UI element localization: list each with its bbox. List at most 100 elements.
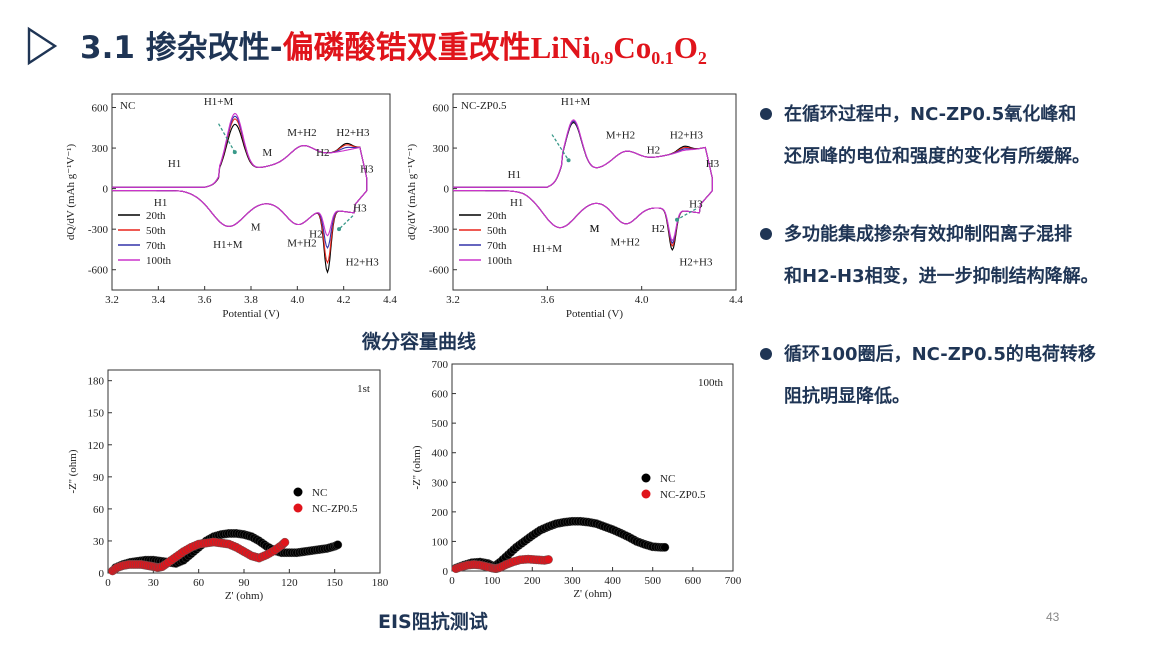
peak-annotation: M <box>590 223 600 235</box>
y-tick-label: 0 <box>99 568 105 580</box>
plot-frame <box>451 363 734 572</box>
eis-caption: EIS阻抗测试 <box>378 611 488 633</box>
bullet-dot-icon <box>760 228 772 240</box>
data-point-NC <box>660 542 670 552</box>
x-tick-label: 60 <box>193 577 205 589</box>
x-axis-label: Z' (ohm) <box>573 588 612 600</box>
x-tick-label: 0 <box>449 575 455 587</box>
x-axis-label: Potential (V) <box>222 308 279 320</box>
legend-label: 100th <box>146 255 172 267</box>
bullet-dot-icon <box>760 348 772 360</box>
bullet-item: 在循环过程中，NC-ZP0.5氧化峰和 还原峰的电位和强度的变化有所缓解。 <box>758 94 1143 178</box>
x-tick-label: 4.4 <box>383 294 397 306</box>
x-tick-label: 3.2 <box>105 294 119 306</box>
panel-label: 100th <box>698 377 724 389</box>
peak-annotation: H2 <box>647 144 660 156</box>
y-tick-label: 200 <box>432 507 449 519</box>
play-triangle-icon <box>27 26 58 66</box>
peak-annotation: H2+H3 <box>679 257 713 269</box>
x-tick-label: 200 <box>524 575 541 587</box>
dqdv-caption: 微分容量曲线 <box>362 331 477 353</box>
trend-arrow-head <box>232 150 237 155</box>
trend-arrow-head <box>675 217 680 222</box>
x-tick-label: 500 <box>644 575 661 587</box>
data-point-NC-ZP0.5 <box>544 555 553 564</box>
bullet-dot-icon <box>760 108 772 120</box>
peak-annotation: H1+M <box>561 96 591 108</box>
legend-label: 20th <box>146 210 166 222</box>
x-tick-label: 0 <box>105 577 111 589</box>
y-axis-label: -Z'' (ohm) <box>411 445 423 489</box>
y-axis-label: dQ/dV (mAh g⁻¹V⁻¹) <box>65 144 77 241</box>
legend-marker <box>641 489 651 499</box>
bullet-item: 循环100圈后，NC-ZP0.5的电荷转移 阻抗明显降低。 <box>758 334 1143 418</box>
dqdv-chart-nc-zp: 3.2 3.6 4.0 4.4 600 300 0 -300 -600 Potential (V)… <box>406 93 743 320</box>
legend-label: 100th <box>487 255 513 267</box>
trend-arrow-head <box>566 158 571 163</box>
y-tick-label: 300 <box>432 477 449 489</box>
legend-label: NC-ZP0.5 <box>660 489 706 501</box>
peak-annotation: H2 <box>651 223 664 235</box>
peak-annotation: H1+M <box>213 239 243 251</box>
y-tick-label: -300 <box>88 224 109 236</box>
trend-arrow-head <box>337 227 342 232</box>
x-tick-label: 4.2 <box>337 294 351 306</box>
peak-annotation: H3 <box>689 199 703 211</box>
peak-annotation: H2+H3 <box>670 130 704 142</box>
eis-chart-1st: 0 30 60 90 120 150 180 0 30 60 90 120 150 180 Z' (ohm)… <box>67 369 389 602</box>
legend-label: 70th <box>487 240 507 252</box>
y-tick-label: 0 <box>444 184 450 196</box>
y-tick-label: 300 <box>433 143 450 155</box>
eis-chart-100th: 0 100 200 300 400 500 600 700 0 100 200 300 400 500 60… <box>411 359 742 600</box>
y-tick-label: 150 <box>88 408 105 420</box>
x-tick-label: 600 <box>685 575 702 587</box>
y-tick-label: 100 <box>432 536 449 548</box>
peak-annotation: M <box>590 223 600 235</box>
x-tick-label: 3.8 <box>244 294 258 306</box>
peak-annotation: M <box>262 147 272 159</box>
y-tick-label: -600 <box>429 265 450 277</box>
dqdv-chart-nc: 3.2 3.4 3.6 3.8 4.0 4.2 4.4 600 300 0 -300 -600 Pote… <box>65 93 397 320</box>
y-tick-label: 120 <box>88 440 105 452</box>
x-tick-label: 150 <box>326 577 343 589</box>
trend-arrow <box>338 215 354 230</box>
peak-annotation: M+H2 <box>606 130 635 142</box>
x-tick-label: 3.2 <box>446 294 460 306</box>
y-tick-label: 90 <box>93 472 105 484</box>
title-part-a: 掺杂改性- <box>145 30 283 66</box>
y-tick-label: 500 <box>432 418 449 430</box>
legend-label: NC-ZP0.5 <box>312 503 358 515</box>
legend-marker <box>293 503 303 513</box>
title-formula: LiNi0.9Co0.1O2 <box>530 30 707 68</box>
peak-annotation: H1 <box>168 158 181 170</box>
title-number: 3.1 <box>80 30 146 66</box>
peak-annotation: M <box>251 222 261 234</box>
x-tick-label: 300 <box>564 575 581 587</box>
x-tick-label: 4.4 <box>729 294 743 306</box>
peak-annotation: M+H2 <box>287 238 316 250</box>
legend-label: NC <box>660 473 675 485</box>
bullet-list: 在循环过程中，NC-ZP0.5氧化峰和 还原峰的电位和强度的变化有所缓解。 多功能… <box>758 94 1143 454</box>
y-tick-label: 600 <box>92 103 109 115</box>
title-part-b: 偏磷酸锆双重改性 <box>282 30 531 66</box>
peak-annotation: H1+M <box>204 96 234 108</box>
plot-frame <box>452 93 737 291</box>
panel-label: NC <box>120 100 135 112</box>
peak-annotation: H1 <box>508 169 521 181</box>
peak-annotation: H1 <box>154 197 167 209</box>
page-title: 3.1 掺杂改性-偏磷酸锆双重改性LiNi0.9Co0.1O2 <box>80 22 707 69</box>
x-tick-label: 3.4 <box>151 294 165 306</box>
x-axis-label: Z' (ohm) <box>225 590 264 602</box>
legend-label: 50th <box>146 225 166 237</box>
legend-label: 70th <box>146 240 166 252</box>
x-tick-label: 120 <box>281 577 298 589</box>
trend-arrow <box>551 134 570 161</box>
peak-annotation: M+H2 <box>610 236 639 248</box>
x-tick-label: 400 <box>604 575 621 587</box>
cycle-curve-100th <box>112 112 368 237</box>
y-tick-label: 700 <box>432 359 449 371</box>
x-tick-label: 700 <box>725 575 742 587</box>
x-tick-label: 180 <box>372 577 389 589</box>
peak-annotation: H2 <box>316 147 329 159</box>
y-axis-label: dQ/dV (mAh g⁻¹V⁻¹) <box>406 144 418 241</box>
